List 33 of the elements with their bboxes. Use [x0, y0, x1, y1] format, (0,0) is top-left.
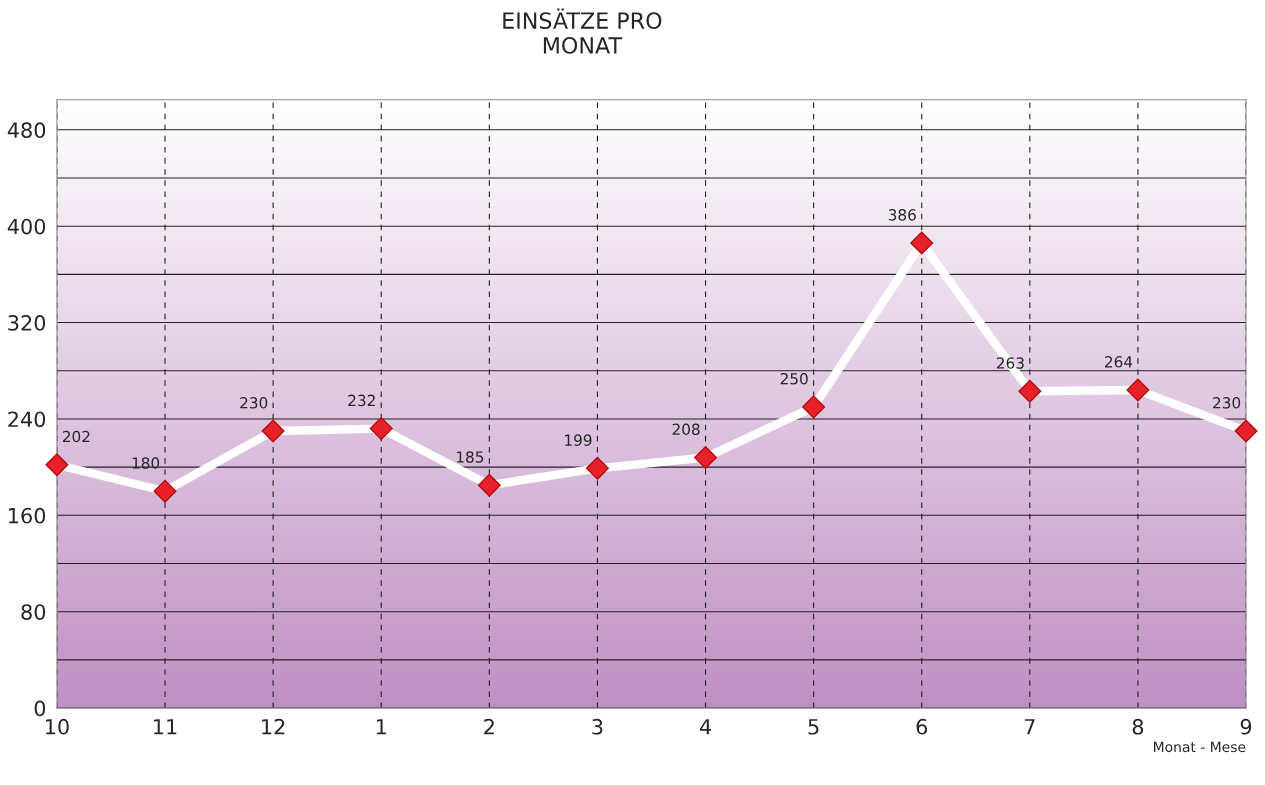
x-tick-label: 6 [916, 718, 928, 735]
y-tick-label: 400 [7, 218, 46, 235]
x-tick-label: 8 [1132, 718, 1144, 735]
x-tick-label: 4 [699, 719, 711, 735]
data-label: 230 [1213, 397, 1241, 409]
data-label: 250 [780, 372, 808, 385]
x-tick-label: 2 [484, 718, 494, 735]
y-tick-label: 480 [7, 122, 46, 139]
data-label: 199 [565, 434, 592, 446]
y-tick-label: 80 [21, 604, 46, 620]
data-label: 264 [1105, 356, 1133, 368]
chart-title: EINSÄTZE PRO MONAT [503, 8, 662, 54]
x-tick-label: 9 [1240, 718, 1252, 735]
data-label: 185 [456, 451, 484, 463]
x-tick-label: 11 [154, 719, 177, 735]
x-tick-label: 10 [45, 718, 69, 735]
data-label: 208 [672, 423, 700, 436]
x-tick-label: 1 [376, 719, 386, 735]
y-tick-label: 320 [8, 315, 46, 331]
x-axis-title: Monat - Mese [1154, 741, 1246, 753]
y-tick-label: 0 [34, 700, 46, 717]
y-tick-label: 240 [8, 411, 46, 428]
x-tick-label: 5 [808, 719, 819, 735]
x-tick-label: 7 [1024, 719, 1035, 735]
data-label: 230 [240, 397, 268, 409]
data-label: 232 [348, 394, 375, 407]
data-label: 386 [888, 209, 916, 221]
data-label: 202 [62, 430, 90, 443]
data-label: 263 [996, 357, 1024, 369]
x-tick-label: 12 [262, 718, 285, 735]
y-tick-label: 160 [9, 507, 46, 524]
data-label: 180 [132, 457, 160, 469]
x-tick-label: 3 [592, 718, 603, 735]
